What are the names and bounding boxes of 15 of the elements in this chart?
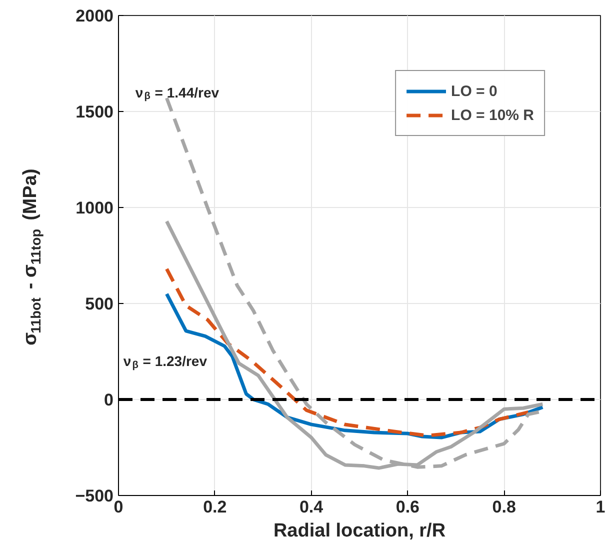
y-tick-label: 2000	[76, 6, 114, 26]
x-tick-label: 0.6	[396, 498, 420, 516]
y-tick-label: 0	[104, 390, 114, 410]
x-tick-label: 1	[596, 498, 606, 516]
x-axis-title: Radial location, r/R	[273, 520, 446, 542]
y-tick-label: −500	[75, 486, 114, 506]
y-tick-label: 1500	[76, 102, 114, 122]
y-tick-label: 500	[85, 294, 114, 314]
y-axis-title: σ11bot - σ11top (MPa)	[20, 168, 44, 346]
legend-label: LO = 0	[451, 82, 498, 100]
x-tick-label: 0.8	[492, 498, 516, 516]
x-tick-label: 0.2	[203, 498, 227, 516]
x-tick-label: 0.4	[299, 498, 324, 516]
y-tick-label: 1000	[76, 198, 114, 218]
legend-label: LO = 10% R	[451, 106, 534, 124]
